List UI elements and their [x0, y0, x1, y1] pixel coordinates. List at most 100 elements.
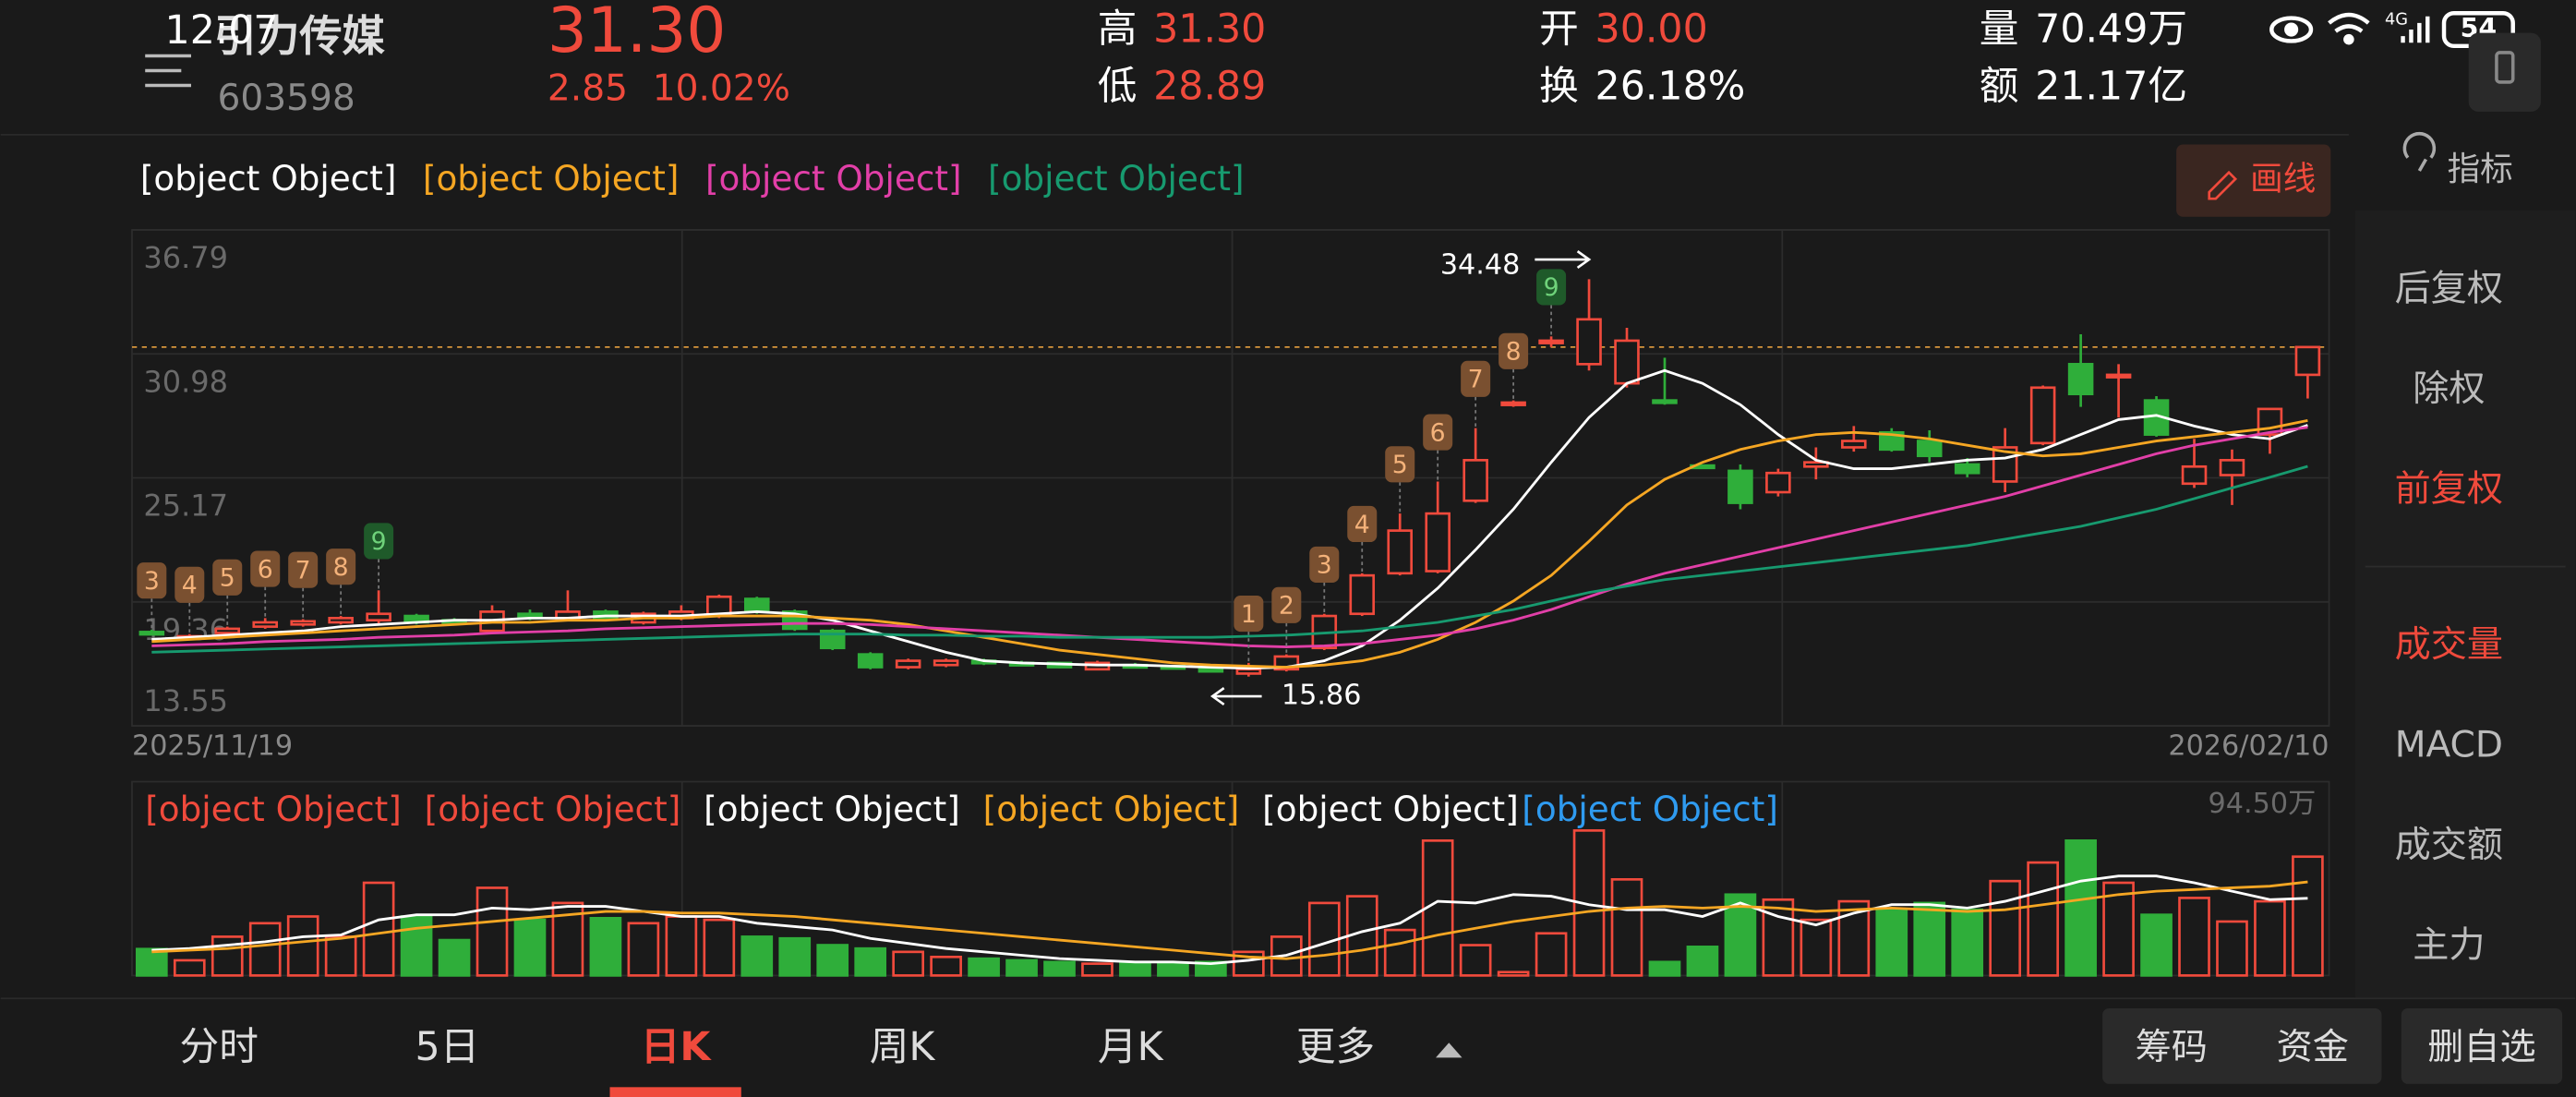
volume-bar: [135, 947, 168, 977]
volume-bar: [324, 935, 357, 977]
candle-body: [933, 659, 959, 667]
tab[interactable]: 更多: [1296, 1024, 1375, 1070]
td-label: 4: [182, 572, 198, 600]
ma-legend: [object Object]: [140, 158, 397, 199]
side-item[interactable]: MACD: [2395, 725, 2503, 766]
candle-body: [290, 620, 316, 626]
volume-bar: [589, 916, 622, 977]
candle-body: [1500, 401, 1526, 406]
candle-body: [138, 631, 165, 636]
candle-body: [743, 597, 770, 613]
td-tag: [1461, 360, 1491, 397]
ma-legend: [object Object]: [423, 158, 680, 199]
y-tick-label: 13.55: [143, 683, 228, 718]
volume-bar: [892, 950, 924, 977]
candle-body: [328, 617, 354, 624]
side-item[interactable]: 成交量: [2395, 624, 2503, 666]
volume-bar: [930, 955, 962, 977]
volume-bar: [1762, 898, 1795, 977]
volume-bar: [2254, 899, 2286, 977]
candle-body: [1576, 318, 1602, 366]
volume-bar: [1875, 908, 1908, 977]
quote-value: 31.30: [1153, 6, 1266, 52]
volume-bar: [1383, 928, 1416, 977]
side-title[interactable]: 指标: [2448, 151, 2513, 188]
pen-icon: [2208, 170, 2238, 200]
td-tag: [175, 566, 205, 603]
ma-line: [151, 464, 2308, 654]
candle-body: [1349, 573, 1376, 616]
volume-bar: [438, 938, 471, 977]
volume-bar: [1610, 878, 1643, 977]
volume-legend: [object Object]: [1262, 789, 1519, 829]
volume-legend: [object Object]: [704, 789, 960, 829]
volume-bar: [1195, 960, 1227, 977]
volume-bar: [1005, 958, 1038, 977]
portrait-button[interactable]: [2468, 32, 2541, 112]
tab[interactable]: 5日: [415, 1024, 480, 1070]
candle-body: [1463, 459, 1488, 502]
tab[interactable]: 月K: [1098, 1024, 1164, 1070]
candle-body: [1841, 440, 1867, 449]
volume-bar: [1648, 960, 1681, 977]
candle-body: [857, 653, 884, 669]
side-item[interactable]: 后复权: [2395, 268, 2503, 309]
quote-label: 额: [1980, 64, 2019, 110]
bottom-button[interactable]: 删自选: [2427, 1027, 2535, 1068]
volume-bar: [1157, 962, 1189, 977]
quote-value: 28.89: [1153, 64, 1266, 110]
stock-change-pct: 10.02%: [653, 67, 790, 109]
td-label: 4: [1354, 511, 1370, 539]
candle-body: [2105, 373, 2132, 379]
y-tick-label: 30.98: [143, 364, 228, 399]
status-icons: [2269, 11, 2515, 49]
side-item[interactable]: 主力: [2413, 925, 2485, 967]
volume-legend: [object Object]: [425, 789, 681, 829]
candle-body: [2219, 459, 2245, 476]
volume-legend: [object Object]: [145, 789, 402, 829]
td-label: 5: [220, 564, 235, 593]
td-label: 7: [295, 556, 311, 585]
quote-label: 换: [1539, 64, 1579, 110]
volume-legend: [object Object]: [1522, 789, 1778, 829]
ma-line: [151, 368, 2308, 670]
td-tag: [1499, 332, 1529, 369]
more-arrow[interactable]: [1436, 1043, 1463, 1058]
quote-label: 低: [1098, 64, 1138, 110]
volume-bar: [2027, 861, 2059, 977]
side-item[interactable]: 前复权: [2395, 468, 2503, 510]
td-tag: [1309, 546, 1340, 583]
volume-bar: [665, 915, 698, 977]
high-annotation: 34.48: [1440, 249, 1521, 282]
candle-body: [1916, 440, 1943, 458]
button-group: [2102, 1007, 2382, 1084]
candle-body: [1652, 399, 1678, 404]
td-label: 1: [1241, 600, 1257, 629]
td-tag: [212, 559, 243, 596]
td-tag: [288, 551, 319, 588]
volume-bar: [740, 935, 774, 977]
volume-bar: [1043, 960, 1076, 977]
candle-body: [1387, 529, 1413, 575]
tab[interactable]: 分时: [180, 1024, 259, 1070]
td-label: 8: [1506, 338, 1522, 367]
bottom-button[interactable]: 资金: [2277, 1027, 2349, 1068]
menu-icon[interactable]: [145, 54, 191, 88]
bottom-button[interactable]: 筹码: [2136, 1027, 2208, 1068]
volume-frame: [131, 780, 2330, 977]
tab-indicator: [609, 1087, 741, 1097]
side-item[interactable]: 除权: [2413, 368, 2485, 410]
tab[interactable]: 周K: [870, 1024, 936, 1070]
tab[interactable]: 日K: [641, 1024, 713, 1070]
candle-body: [2294, 345, 2321, 377]
candle-body: [1614, 339, 1640, 385]
volume-bar: [475, 886, 509, 977]
side-item[interactable]: 成交额: [2395, 825, 2503, 866]
td-tag: [1271, 586, 1302, 623]
volume-bar: [513, 918, 547, 977]
td-tag: [1385, 446, 1415, 483]
volume-bar: [1686, 946, 1719, 977]
td-label: 6: [1430, 418, 1446, 447]
button-bg: [2401, 1007, 2563, 1084]
